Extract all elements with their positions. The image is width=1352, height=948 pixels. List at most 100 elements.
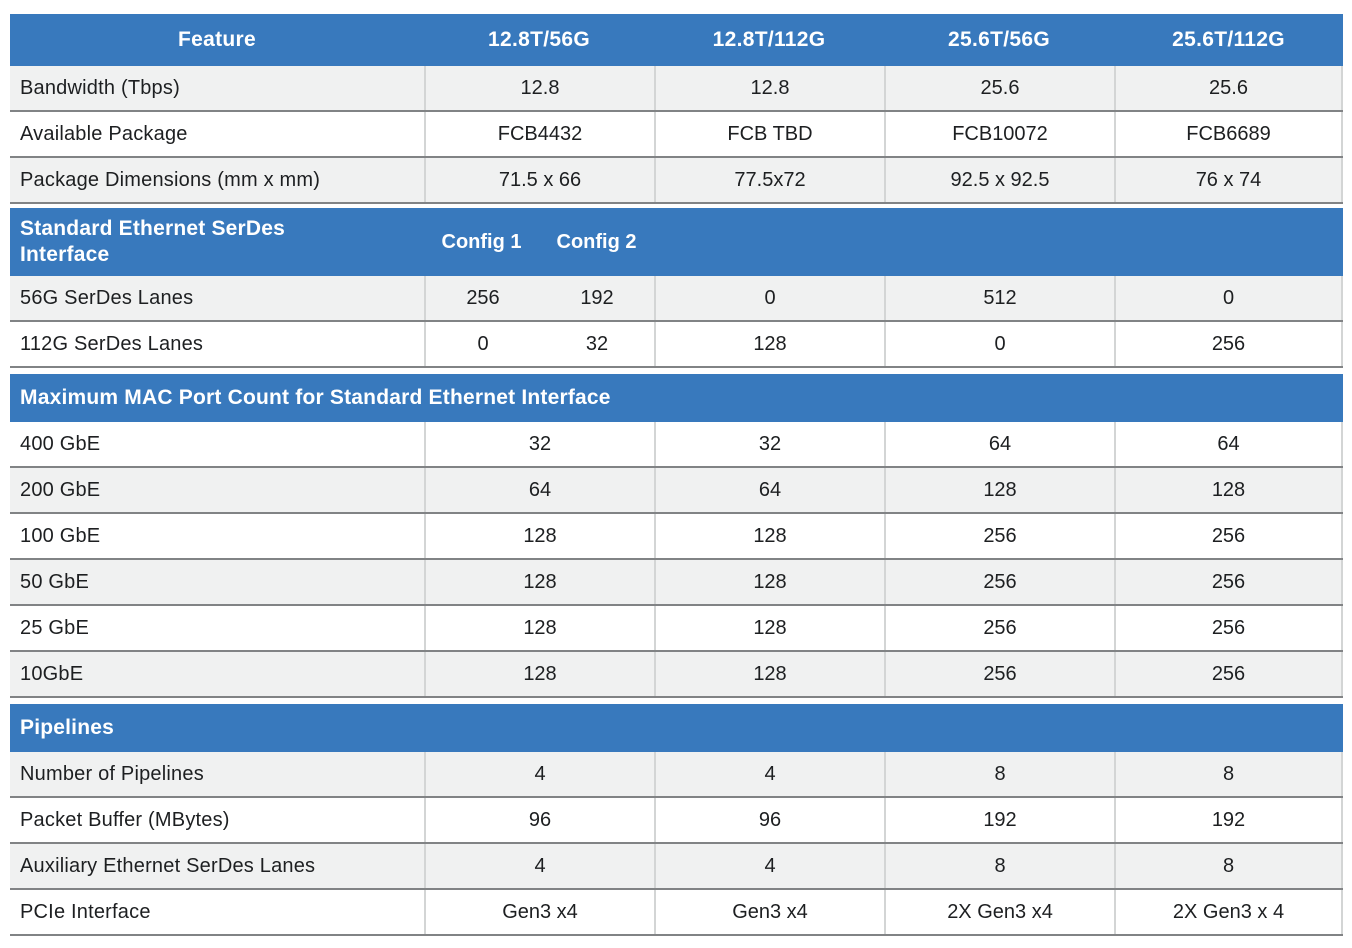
section-title: Standard Ethernet SerDes Interface — [20, 216, 286, 266]
section-header-row: Standard Ethernet SerDes Interface Config… — [10, 208, 1343, 276]
table-row: Packet Buffer (MBytes) 96 96 192 192 — [10, 798, 1343, 844]
table-row: 200 GbE 64 64 128 128 — [10, 468, 1343, 514]
value-cell: 64 — [654, 468, 884, 512]
config-value: 0 — [477, 332, 489, 355]
table-row: 100 GbE 128 128 256 256 — [10, 514, 1343, 560]
value-cell: 128 — [1114, 468, 1343, 512]
value-cell: 0 — [654, 276, 884, 320]
value-cell: 256 — [884, 560, 1114, 604]
value-cell: 256 — [884, 514, 1114, 558]
value-cell: 192 — [1114, 798, 1343, 842]
feature-label: PCIe Interface — [20, 900, 151, 923]
value-cell: 0 — [884, 322, 1114, 366]
section-gap — [10, 204, 1343, 208]
config-label: Config 2 — [556, 230, 637, 253]
value-cell: 256 — [1114, 652, 1343, 696]
feature-label: 10GbE — [20, 662, 84, 685]
table-row: 56G SerDes Lanes 256 192 0 512 0 — [10, 276, 1343, 322]
table-row: Package Dimensions (mm x mm) 71.5 x 66 77.… — [10, 158, 1343, 204]
table-row: 50 GbE 128 128 256 256 — [10, 560, 1343, 606]
value-cell: 64 — [884, 422, 1114, 466]
value-cell: 4 — [654, 752, 884, 796]
value-cell: FCB TBD — [654, 112, 884, 156]
table-row: PCIe Interface Gen3 x4 Gen3 x4 2X Gen3 x4 2X… — [10, 890, 1343, 936]
section-title: Maximum MAC Port Count for Standard Ethe… — [20, 385, 611, 409]
value-cell: 8 — [1114, 752, 1343, 796]
value-cell: 4 — [424, 752, 654, 796]
table-row: Number of Pipelines 4 4 8 8 — [10, 752, 1343, 798]
value-cell: 8 — [1114, 844, 1343, 888]
feature-label: 200 GbE — [20, 478, 101, 501]
feature-label: Packet Buffer (MBytes) — [20, 808, 230, 831]
value-cell: 64 — [424, 468, 654, 512]
value-cell: 77.5x72 — [654, 158, 884, 202]
value-cell: 12.8 — [424, 66, 654, 110]
feature-label: Bandwidth (Tbps) — [20, 76, 180, 99]
section-header-row: Pipelines — [10, 704, 1343, 752]
value-cell: 256 — [884, 652, 1114, 696]
feature-comparison-table: Feature 12.8T/56G 12.8T/112G 25.6T/56G 25.6T… — [10, 14, 1343, 936]
value-cell: 92.5 x 92.5 — [884, 158, 1114, 202]
section-gap — [10, 368, 1343, 374]
table-row: Bandwidth (Tbps) 12.8 12.8 25.6 25.6 — [10, 66, 1343, 112]
value-cell: 256 — [1114, 560, 1343, 604]
value-cell: 76 x 74 — [1114, 158, 1343, 202]
config-value: 192 — [580, 286, 614, 309]
feature-label: 50 GbE — [20, 570, 90, 593]
feature-label: 112G SerDes Lanes — [20, 332, 204, 355]
value-cell: 64 — [1114, 422, 1343, 466]
value-cell: 12.8 — [654, 66, 884, 110]
value-cell-split: 0 32 — [424, 322, 654, 366]
table-row: 10GbE 128 128 256 256 — [10, 652, 1343, 698]
value-cell: 128 — [424, 514, 654, 558]
value-cell: 8 — [884, 844, 1114, 888]
value-cell: 32 — [654, 422, 884, 466]
value-cell: 128 — [654, 606, 884, 650]
value-cell: 128 — [654, 322, 884, 366]
feature-label: 25 GbE — [20, 616, 90, 639]
value-cell: 71.5 x 66 — [424, 158, 654, 202]
column-header: 12.8T/56G — [488, 28, 590, 51]
value-cell: 128 — [424, 560, 654, 604]
value-cell: 32 — [424, 422, 654, 466]
value-cell: FCB6689 — [1114, 112, 1343, 156]
config-value: 256 — [466, 286, 500, 309]
value-cell: 256 — [1114, 514, 1343, 558]
value-cell: FCB10072 — [884, 112, 1114, 156]
feature-label: Number of Pipelines — [20, 762, 204, 785]
value-cell: 0 — [1114, 276, 1343, 320]
value-cell: 4 — [424, 844, 654, 888]
value-cell: 96 — [654, 798, 884, 842]
section-header-row: Maximum MAC Port Count for Standard Ethe… — [10, 374, 1343, 422]
column-header: 12.8T/112G — [712, 28, 826, 51]
feature-label: 100 GbE — [20, 524, 101, 547]
value-cell: 25.6 — [884, 66, 1114, 110]
feature-label: Package Dimensions (mm x mm) — [20, 168, 321, 191]
config-value: 32 — [585, 332, 609, 355]
value-cell: 128 — [424, 652, 654, 696]
column-header: 25.6T/112G — [1172, 28, 1285, 51]
value-cell: Gen3 x4 — [654, 890, 884, 934]
column-header: 25.6T/56G — [948, 28, 1050, 51]
value-cell: 4 — [654, 844, 884, 888]
value-cell: 128 — [884, 468, 1114, 512]
value-cell: 2X Gen3 x4 — [884, 890, 1114, 934]
value-cell: FCB4432 — [424, 112, 654, 156]
value-cell-split: 256 192 — [424, 276, 654, 320]
value-cell: 128 — [424, 606, 654, 650]
feature-label: Available Package — [20, 122, 188, 145]
value-cell: 128 — [654, 652, 884, 696]
value-cell: 2X Gen3 x 4 — [1114, 890, 1343, 934]
feature-column-header: Feature — [178, 28, 256, 51]
table-row: Auxiliary Ethernet SerDes Lanes 4 4 8 8 — [10, 844, 1343, 890]
value-cell: Gen3 x4 — [424, 890, 654, 934]
value-cell: 256 — [1114, 606, 1343, 650]
section-gap — [10, 698, 1343, 704]
value-cell: 256 — [1114, 322, 1343, 366]
table-row: Available Package FCB4432 FCB TBD FCB10072 F… — [10, 112, 1343, 158]
table-row: 25 GbE 128 128 256 256 — [10, 606, 1343, 652]
table-row: 400 GbE 32 32 64 64 — [10, 422, 1343, 468]
value-cell: 128 — [654, 560, 884, 604]
table-row: 112G SerDes Lanes 0 32 128 0 256 — [10, 322, 1343, 368]
value-cell: 512 — [884, 276, 1114, 320]
